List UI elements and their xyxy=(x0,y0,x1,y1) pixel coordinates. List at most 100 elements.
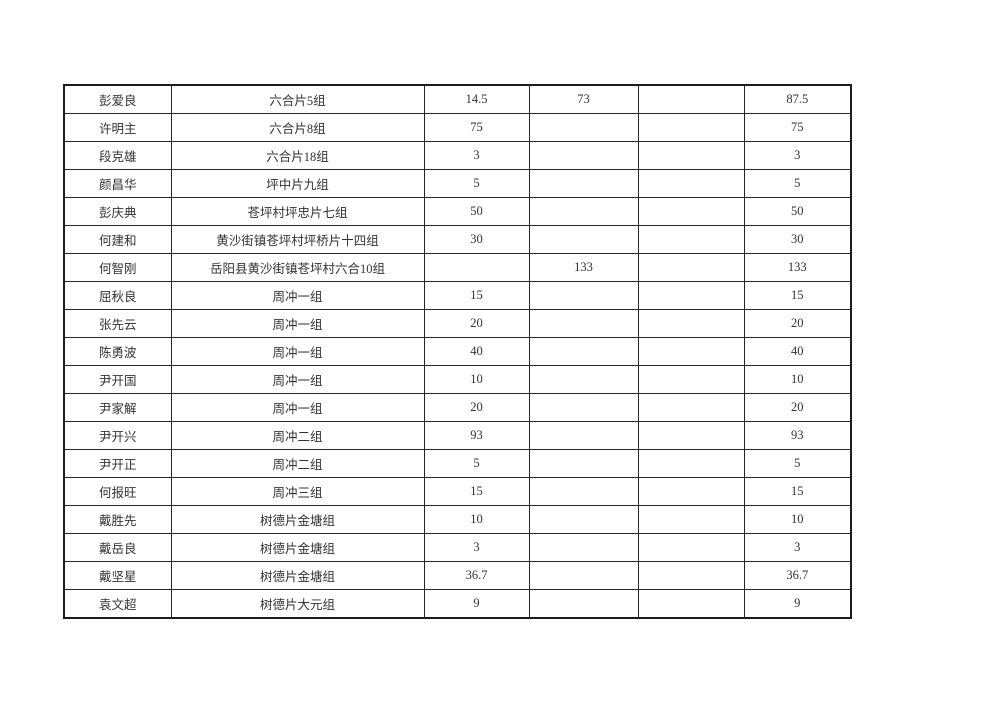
table-row: 陈勇波 周冲一组 40 40 xyxy=(63,337,852,366)
cell-total: 15 xyxy=(743,281,852,310)
cell-value-c xyxy=(637,225,745,254)
cell-value-a: 10 xyxy=(423,365,530,394)
cell-value-b xyxy=(528,477,639,506)
cell-name: 彭庆典 xyxy=(63,197,172,226)
cell-value-c xyxy=(637,561,745,590)
cell-value-c xyxy=(637,169,745,198)
cell-value-a: 20 xyxy=(423,393,530,422)
table-row: 屈秋良 周冲一组 15 15 xyxy=(63,281,852,310)
cell-total: 15 xyxy=(743,477,852,506)
cell-name: 何建和 xyxy=(63,225,172,254)
cell-name: 彭爱良 xyxy=(63,84,172,114)
cell-total: 10 xyxy=(743,365,852,394)
table-row: 何建和 黄沙街镇苍坪村坪桥片十四组 30 30 xyxy=(63,225,852,254)
cell-name: 尹开正 xyxy=(63,449,172,478)
table-row: 段克雄 六合片18组 3 3 xyxy=(63,141,852,170)
cell-location: 周冲一组 xyxy=(170,337,425,366)
cell-value-b xyxy=(528,309,639,338)
cell-location: 黄沙街镇苍坪村坪桥片十四组 xyxy=(170,225,425,254)
cell-value-a: 20 xyxy=(423,309,530,338)
cell-value-b xyxy=(528,421,639,450)
table-row: 尹开兴 周冲二组 93 93 xyxy=(63,421,852,450)
cell-value-a: 30 xyxy=(423,225,530,254)
cell-value-c xyxy=(637,309,745,338)
table-row: 尹开正 周冲二组 5 5 xyxy=(63,449,852,478)
cell-name: 尹开国 xyxy=(63,365,172,394)
table-body: 彭爱良 六合片5组 14.5 73 87.5 许明主 六合片8组 75 75 段克雄 六合片18组 3… xyxy=(63,84,852,619)
cell-total: 5 xyxy=(743,449,852,478)
cell-name: 张先云 xyxy=(63,309,172,338)
cell-location: 周冲二组 xyxy=(170,449,425,478)
cell-value-a: 36.7 xyxy=(423,561,530,590)
cell-name: 戴坚星 xyxy=(63,561,172,590)
cell-location: 六合片8组 xyxy=(170,113,425,142)
cell-value-c xyxy=(637,281,745,310)
cell-value-c xyxy=(637,477,745,506)
table-row: 彭爱良 六合片5组 14.5 73 87.5 xyxy=(63,84,852,114)
cell-value-b: 133 xyxy=(528,253,639,282)
cell-value-a: 50 xyxy=(423,197,530,226)
table-row: 何报旺 周冲三组 15 15 xyxy=(63,477,852,506)
cell-total: 10 xyxy=(743,505,852,534)
table-row: 戴岳良 树德片金塘组 3 3 xyxy=(63,533,852,562)
cell-value-b xyxy=(528,113,639,142)
cell-total: 20 xyxy=(743,309,852,338)
cell-value-a: 3 xyxy=(423,533,530,562)
cell-value-a: 3 xyxy=(423,141,530,170)
cell-total: 3 xyxy=(743,141,852,170)
cell-name: 何报旺 xyxy=(63,477,172,506)
cell-name: 许明主 xyxy=(63,113,172,142)
cell-value-a: 10 xyxy=(423,505,530,534)
cell-location: 坪中片九组 xyxy=(170,169,425,198)
data-table: 彭爱良 六合片5组 14.5 73 87.5 许明主 六合片8组 75 75 段克雄 六合片18组 3… xyxy=(63,84,852,619)
cell-name: 尹家解 xyxy=(63,393,172,422)
cell-value-b xyxy=(528,337,639,366)
cell-value-a: 14.5 xyxy=(423,84,530,114)
cell-value-b xyxy=(528,365,639,394)
table-row: 尹家解 周冲一组 20 20 xyxy=(63,393,852,422)
cell-location: 周冲三组 xyxy=(170,477,425,506)
cell-value-a: 5 xyxy=(423,169,530,198)
cell-location: 树德片金塘组 xyxy=(170,561,425,590)
cell-total: 20 xyxy=(743,393,852,422)
cell-value-c xyxy=(637,337,745,366)
cell-total: 87.5 xyxy=(743,84,852,114)
cell-total: 50 xyxy=(743,197,852,226)
cell-value-b xyxy=(528,393,639,422)
cell-total: 5 xyxy=(743,169,852,198)
cell-value-c xyxy=(637,253,745,282)
cell-value-a: 15 xyxy=(423,477,530,506)
cell-value-c xyxy=(637,533,745,562)
cell-value-a: 9 xyxy=(423,589,530,619)
cell-value-c xyxy=(637,505,745,534)
cell-total: 40 xyxy=(743,337,852,366)
cell-value-b xyxy=(528,141,639,170)
cell-value-a: 75 xyxy=(423,113,530,142)
cell-location: 周冲一组 xyxy=(170,393,425,422)
cell-value-c xyxy=(637,393,745,422)
cell-total: 9 xyxy=(743,589,852,619)
cell-value-c xyxy=(637,365,745,394)
cell-value-a: 15 xyxy=(423,281,530,310)
table-row: 张先云 周冲一组 20 20 xyxy=(63,309,852,338)
cell-location: 六合片18组 xyxy=(170,141,425,170)
cell-value-c xyxy=(637,197,745,226)
cell-value-c xyxy=(637,421,745,450)
cell-name: 戴胜先 xyxy=(63,505,172,534)
cell-total: 30 xyxy=(743,225,852,254)
cell-location: 六合片5组 xyxy=(170,84,425,114)
cell-value-a: 5 xyxy=(423,449,530,478)
cell-total: 133 xyxy=(743,253,852,282)
cell-value-c xyxy=(637,449,745,478)
cell-value-a: 93 xyxy=(423,421,530,450)
cell-value-b xyxy=(528,561,639,590)
cell-value-c xyxy=(637,589,745,619)
cell-name: 颜昌华 xyxy=(63,169,172,198)
cell-location: 树德片大元组 xyxy=(170,589,425,619)
cell-total: 36.7 xyxy=(743,561,852,590)
cell-value-a xyxy=(423,253,530,282)
cell-location: 树德片金塘组 xyxy=(170,533,425,562)
cell-name: 何智刚 xyxy=(63,253,172,282)
table-row: 颜昌华 坪中片九组 5 5 xyxy=(63,169,852,198)
cell-name: 陈勇波 xyxy=(63,337,172,366)
